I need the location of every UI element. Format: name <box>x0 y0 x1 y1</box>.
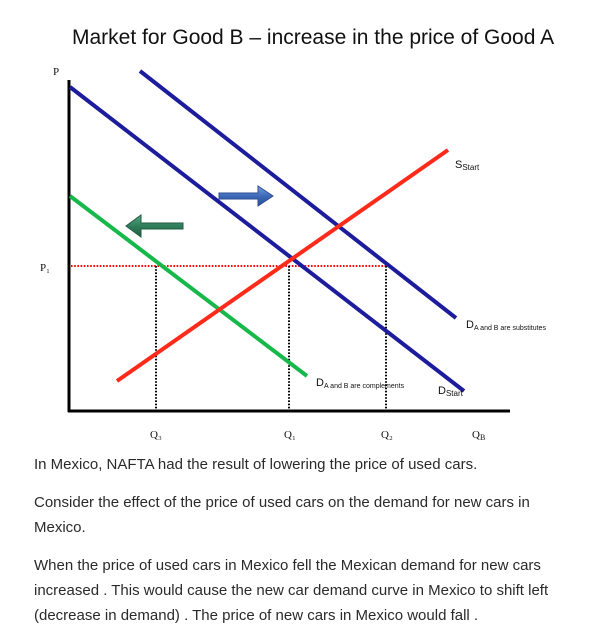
demand-complements-label-sub: A and B are complements <box>324 383 405 390</box>
quantity-label-qb-sub: B <box>480 433 485 442</box>
supply-start-label-main: S <box>455 159 462 171</box>
quantity-label-qb-main: Q <box>472 429 480 441</box>
explanation-paragraph-1: In Mexico, NAFTA had the result of lower… <box>34 456 478 473</box>
demand-start-label: DStart <box>438 385 464 398</box>
explanation-text: In Mexico, NAFTA had the result of lower… <box>34 452 584 638</box>
diagram-title: Market for Good B – increase in the pric… <box>72 26 554 49</box>
demand-start-curve <box>68 85 466 393</box>
quantity-label-qb: QB <box>472 429 485 442</box>
supply-start-label-sub: Start <box>462 163 480 172</box>
quantity-label-q2: Q₂ <box>381 429 393 441</box>
explanation-paragraph-2: Consider the effect of the price of used… <box>34 494 530 536</box>
demand-substitutes-label: DA and B are substitutes <box>466 319 546 332</box>
quantity-label-q1: Q₁ <box>284 429 296 441</box>
demand-complements-label: DA and B are complements <box>316 377 405 390</box>
demand-substitutes-curve <box>138 69 458 320</box>
quantity-label-q3: Q₃ <box>150 429 162 441</box>
demand-start-label-sub: Start <box>446 389 464 398</box>
demand-start-label-main: D <box>438 385 446 397</box>
demand-complements-curve <box>68 194 309 378</box>
y-axis-label: P <box>53 66 59 78</box>
supply-start-curve <box>115 148 450 383</box>
demand-complements-label-main: D <box>316 377 324 389</box>
explanation-paragraph-3: When the price of used cars in Mexico fe… <box>34 557 549 624</box>
price-label-p1: P₁ <box>40 262 50 274</box>
supply-demand-diagram: Market for Good B – increase in the pric… <box>40 26 554 442</box>
demand-substitutes-label-sub: A and B are substitutes <box>474 325 546 332</box>
supply-start-label: SStart <box>455 159 480 172</box>
left-shift-arrow <box>125 214 184 238</box>
right-shift-arrow <box>218 185 274 207</box>
demand-substitutes-label-main: D <box>466 319 474 331</box>
